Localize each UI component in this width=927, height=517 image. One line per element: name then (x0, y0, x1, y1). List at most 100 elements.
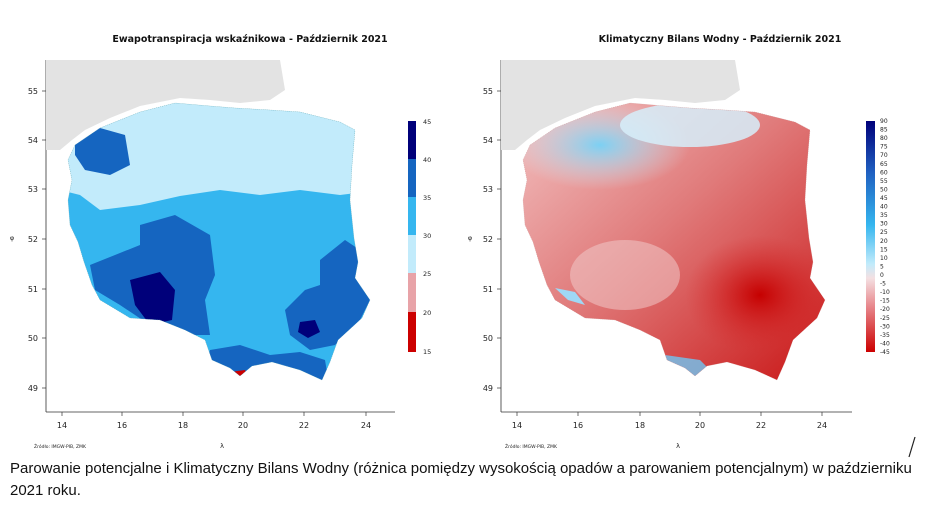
legend-swatch-40-45 (408, 121, 416, 159)
water-balance-map: 55 54 53 52 51 50 49 φ 14 16 18 20 22 24… (468, 60, 890, 450)
x-axis-label: λ (220, 442, 224, 450)
legend-label: 25 (880, 229, 888, 236)
zone-negative-southeast (685, 235, 825, 355)
y-axis-label: φ (468, 234, 472, 242)
legend-swatch-30-35 (408, 197, 416, 235)
legend-label: -10 (880, 289, 890, 296)
legend-label: 80 (880, 135, 888, 142)
x-tick-label: 18 (635, 421, 645, 430)
legend-color-bar (866, 121, 875, 352)
zone-40-45-southeast (298, 320, 320, 338)
y-tick-label: 53 (28, 185, 38, 194)
slash-mark (908, 436, 916, 458)
map-title: Klimatyczny Bilans Wodny - Październik 2… (598, 34, 842, 45)
legend-swatch-35-40 (408, 159, 416, 197)
legend-label: 5 (880, 263, 884, 270)
legend-label: 40 (423, 156, 431, 164)
x-tick-label: 22 (299, 421, 309, 430)
y-tick-label: 55 (28, 87, 38, 96)
zone-positive-north (620, 103, 760, 147)
y-tick-label: 52 (28, 235, 38, 244)
legend-evapotranspiration: 45 40 35 30 25 20 15 (408, 118, 431, 356)
legend-label: 35 (880, 212, 888, 219)
legend-label: 60 (880, 169, 888, 176)
zone-40-45-lower-silesia (130, 272, 175, 325)
legend-label: 70 (880, 152, 888, 159)
y-tick-label: 53 (483, 185, 493, 194)
map-panel-water-balance: Klimatyczny Bilans Wodny - Październik 2… (460, 0, 920, 455)
legend-label: 45 (423, 118, 431, 126)
legend-label: 75 (880, 144, 888, 151)
legend-label: -40 (880, 340, 890, 347)
y-tick-label: 54 (28, 136, 38, 145)
x-tick-label: 20 (238, 421, 248, 430)
legend-label: 15 (423, 348, 431, 356)
y-ticks: 55 54 53 52 51 50 49 φ (468, 87, 501, 393)
baltic-sea (501, 60, 740, 150)
y-tick-label: 49 (483, 384, 493, 393)
y-tick-label: 49 (28, 384, 38, 393)
x-tick-label: 16 (117, 421, 127, 430)
y-axis-label: φ (10, 234, 14, 242)
legend-label: 20 (423, 309, 431, 317)
legend-label: 30 (423, 232, 431, 240)
x-tick-label: 18 (178, 421, 188, 430)
zone-silesia (570, 240, 680, 310)
legend-label: -25 (880, 315, 890, 322)
data-credit: Źródło: IMGW-PIB, ZMK (34, 442, 87, 450)
legend-label: 10 (880, 255, 888, 262)
poland-kbw-fill (523, 103, 825, 380)
baltic-sea (46, 60, 285, 150)
legend-label: 20 (880, 238, 888, 245)
x-tick-label: 16 (573, 421, 583, 430)
legend-label: 40 (880, 204, 888, 211)
map-panel-evapotranspiration: Ewapotranspiracja wskaźnikowa - Paździer… (0, 0, 460, 455)
x-tick-label: 24 (817, 421, 827, 430)
poland-border (522, 102, 826, 381)
y-tick-label: 50 (483, 334, 493, 343)
legend-label: 50 (880, 186, 888, 193)
x-tick-label: 14 (512, 421, 522, 430)
legend-label: -5 (880, 281, 886, 288)
legend-label: 45 (880, 195, 888, 202)
poland-border (67, 102, 371, 381)
legend-swatch-15-20 (408, 312, 416, 352)
legend-label: 35 (423, 194, 431, 202)
legend-label: 55 (880, 178, 888, 185)
legend-label: -45 (880, 349, 890, 356)
legend-label: -15 (880, 298, 890, 305)
legend-label: 15 (880, 246, 888, 253)
legend-swatch-25-30 (408, 235, 416, 273)
y-tick-label: 51 (28, 285, 38, 294)
y-tick-label: 51 (483, 285, 493, 294)
y-ticks: 55 54 53 52 51 50 49 φ (10, 87, 46, 393)
legend-label: -35 (880, 332, 890, 339)
map-title: Ewapotranspiracja wskaźnikowa - Paździer… (112, 34, 388, 45)
legend-labels: 908580757065605550454035302520151050-5-1… (880, 118, 890, 356)
x-tick-label: 22 (756, 421, 766, 430)
poland-evapo-fill (68, 103, 370, 380)
legend-label: -20 (880, 306, 890, 313)
evapotranspiration-map: 55 54 53 52 51 50 49 φ 14 16 18 20 22 24… (10, 60, 431, 450)
legend-label: -30 (880, 323, 890, 330)
legend-water-balance: 908580757065605550454035302520151050-5-1… (866, 118, 890, 356)
zone-35-40-northwest (75, 128, 130, 175)
legend-label: 25 (423, 270, 431, 278)
x-tick-label: 20 (695, 421, 705, 430)
x-ticks: 14 16 18 20 22 24 λ Źródło: IMGW-PIB, ZM… (34, 412, 371, 450)
zone-25-30 (68, 103, 370, 210)
legend-label: 0 (880, 272, 884, 279)
legend-label: 85 (880, 127, 888, 134)
y-tick-label: 54 (483, 136, 493, 145)
figure-caption: Parowanie potencjalne i Klimatyczny Bila… (10, 460, 912, 499)
x-ticks: 14 16 18 20 22 24 λ Źródło: IMGW-PIB, ZM… (505, 412, 827, 450)
y-tick-label: 52 (483, 235, 493, 244)
x-axis-label: λ (676, 442, 680, 450)
x-tick-label: 24 (361, 421, 371, 430)
legend-label: 30 (880, 221, 888, 228)
x-tick-label: 14 (57, 421, 67, 430)
legend-label: 90 (880, 118, 888, 125)
zone-positive-sudety (555, 288, 585, 305)
legend-label: 65 (880, 161, 888, 168)
legend-swatch-20-25 (408, 273, 416, 312)
